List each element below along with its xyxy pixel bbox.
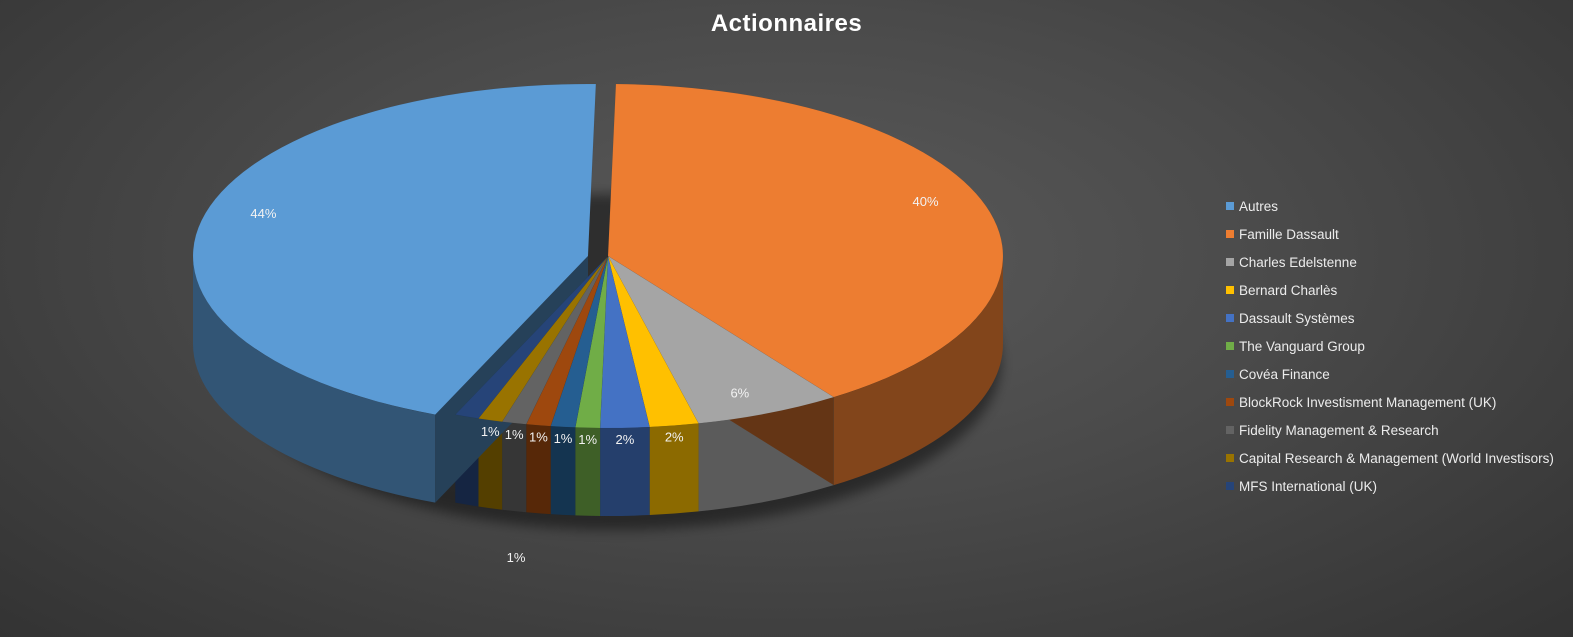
pie-slice-cov-a-finance[interactable] bbox=[550, 255, 609, 428]
legend-item[interactable]: BlockRock Investisment Management (UK) bbox=[1226, 388, 1554, 416]
data-label: 1% bbox=[554, 431, 573, 446]
legend-label: MFS International (UK) bbox=[1239, 478, 1378, 494]
legend-label: Bernard Charlès bbox=[1239, 282, 1338, 298]
legend: Autres Famille Dassault Charles Edelstenne… bbox=[1226, 192, 1554, 500]
legend-label: Famille Dassault bbox=[1239, 226, 1339, 242]
chart-title: Actionnaires bbox=[710, 10, 863, 37]
data-label: 2% bbox=[616, 432, 635, 447]
pie-slice-the-vanguard-group[interactable] bbox=[575, 255, 609, 429]
pie-slice-mfs-international-uk[interactable] bbox=[454, 255, 609, 419]
data-label: 1% bbox=[507, 550, 526, 565]
legend-swatch bbox=[1226, 482, 1234, 490]
pie-slice-charles-edelstenne[interactable] bbox=[607, 255, 835, 424]
legend-item[interactable]: Fidelity Management & Research bbox=[1226, 416, 1554, 444]
legend-item[interactable]: Autres bbox=[1226, 192, 1554, 220]
legend-label: The Vanguard Group bbox=[1239, 338, 1365, 354]
data-label: 1% bbox=[481, 424, 500, 439]
legend-item[interactable]: Charles Edelstenne bbox=[1226, 248, 1554, 276]
legend-swatch bbox=[1226, 230, 1234, 238]
pie-slice-side bbox=[502, 421, 527, 513]
legend-swatch bbox=[1226, 398, 1234, 406]
legend-label: BlockRock Investisment Management (UK) bbox=[1239, 394, 1497, 410]
pie-slice-side bbox=[575, 427, 601, 516]
pie-slice-side bbox=[649, 423, 699, 516]
legend-swatch bbox=[1226, 342, 1234, 350]
pie-slice-side bbox=[192, 256, 436, 503]
legend-item[interactable]: Dassault Systèmes bbox=[1226, 304, 1554, 332]
legend-swatch bbox=[1226, 426, 1234, 434]
legend-label: Fidelity Management & Research bbox=[1239, 422, 1439, 438]
legend-item[interactable]: MFS International (UK) bbox=[1226, 472, 1554, 500]
data-label: 6% bbox=[730, 386, 749, 401]
legend-label: Autres bbox=[1239, 198, 1279, 214]
pie-slice-autres[interactable] bbox=[192, 83, 597, 415]
legend-label: Covéa Finance bbox=[1239, 366, 1330, 382]
legend-swatch bbox=[1226, 258, 1234, 266]
legend-swatch bbox=[1226, 202, 1234, 210]
legend-swatch bbox=[1226, 286, 1234, 294]
legend-swatch bbox=[1226, 370, 1234, 378]
pie-slice-side bbox=[550, 426, 576, 516]
data-label: 1% bbox=[578, 432, 597, 447]
legend-item[interactable]: Bernard Charlès bbox=[1226, 276, 1554, 304]
pie-slice-famille-dassault[interactable] bbox=[607, 83, 1004, 398]
pie-slice-side bbox=[833, 256, 1003, 486]
data-label: 2% bbox=[665, 430, 684, 445]
legend-item[interactable]: Covéa Finance bbox=[1226, 360, 1554, 388]
data-label: 1% bbox=[505, 427, 524, 442]
pie-slice-bernard-charl-s[interactable] bbox=[607, 255, 699, 428]
legend-swatch bbox=[1226, 454, 1234, 462]
legend-label: Charles Edelstenne bbox=[1239, 254, 1357, 270]
pie-slice-blockrock-investisment-management-uk[interactable] bbox=[525, 255, 609, 427]
legend-item[interactable]: Capital Research & Management (World Inv… bbox=[1226, 444, 1554, 472]
legend-item[interactable]: The Vanguard Group bbox=[1226, 332, 1554, 360]
pie-slice-dassault-syst-mes[interactable] bbox=[599, 255, 650, 429]
legend-label: Capital Research & Management (World Inv… bbox=[1239, 450, 1554, 466]
pie-slice-side bbox=[600, 427, 650, 516]
pie-slice-capital-research-management-world-investisors[interactable] bbox=[477, 255, 609, 422]
data-label: 1% bbox=[529, 429, 548, 444]
data-label: 44% bbox=[250, 206, 276, 221]
data-label: 40% bbox=[913, 194, 939, 209]
legend-label: Dassault Systèmes bbox=[1239, 310, 1355, 326]
pie-slice-fidelity-management-research[interactable] bbox=[501, 255, 609, 425]
legend-item[interactable]: Famille Dassault bbox=[1226, 220, 1554, 248]
pie-slice-side bbox=[526, 424, 551, 515]
legend-swatch bbox=[1226, 314, 1234, 322]
